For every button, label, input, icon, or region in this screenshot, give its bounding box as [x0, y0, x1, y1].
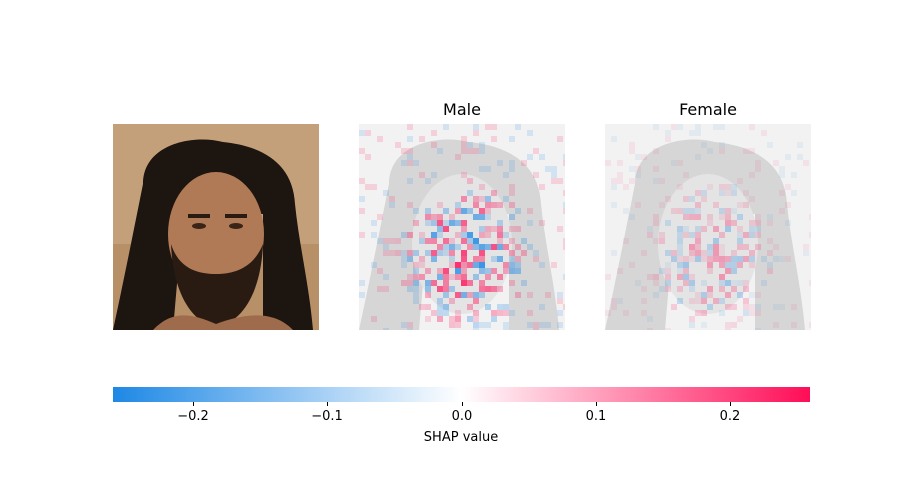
- face-photo-icon: [113, 124, 319, 330]
- colorbar-tick-label: 0.2: [719, 409, 741, 424]
- female-shap-map: [605, 124, 811, 330]
- female-shap-heatmap: [605, 124, 811, 330]
- male-shap-map: [359, 124, 565, 330]
- colorbar-tick-label: −0.2: [177, 409, 209, 424]
- male-panel-title: Male: [443, 100, 481, 119]
- colorbar-tick: [193, 402, 194, 406]
- colorbar-tick: [730, 402, 731, 406]
- colorbar-tick: [327, 402, 328, 406]
- colorbar-tick-label: 0.1: [585, 409, 607, 424]
- female-panel-title: Female: [679, 100, 737, 119]
- male-shap-heatmap: [359, 124, 565, 330]
- colorbar-label: SHAP value: [423, 430, 499, 445]
- colorbar-tick-label: 0.0: [451, 409, 473, 424]
- shap-colorbar: [113, 387, 810, 402]
- colorbar-tick: [462, 402, 463, 406]
- original-image: [113, 124, 319, 330]
- colorbar-tick: [596, 402, 597, 406]
- colorbar-tick-label: −0.1: [311, 409, 343, 424]
